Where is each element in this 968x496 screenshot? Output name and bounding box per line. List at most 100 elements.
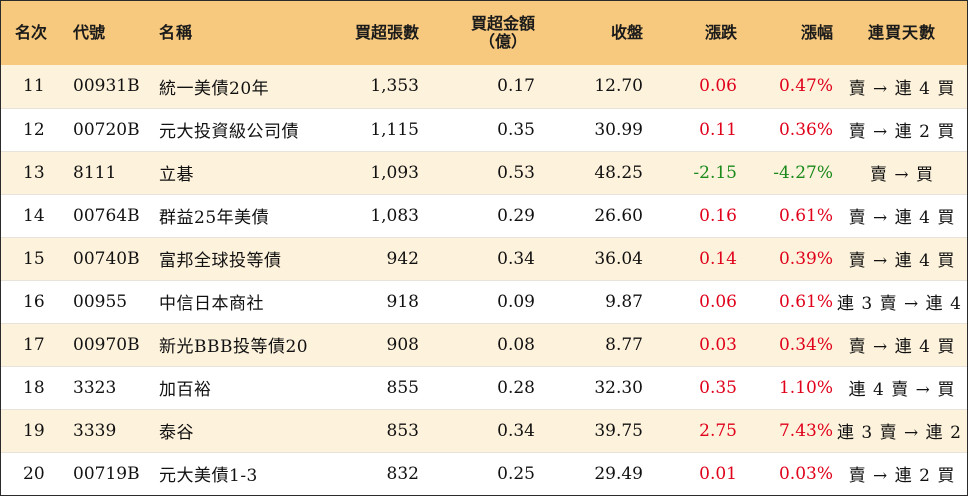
cell-consecutive-buy-days: 賣 → 連 4 買 (837, 236, 967, 280)
cell-rank: 20 (1, 451, 71, 495)
cell-name: 加百裕 (157, 365, 317, 409)
cell-net-buy-volume: 855 (317, 365, 433, 409)
cell-code: 00764B (71, 193, 157, 237)
cell-code: 00719B (71, 451, 157, 495)
cell-rank: 11 (23, 76, 45, 97)
cell-consecutive-buy-days: 賣 → 連 4 買 (837, 322, 967, 366)
cell-close: 32.30 (549, 365, 645, 409)
cell-name: 泰谷 (157, 408, 317, 452)
cell-net-buy-volume: 1,083 (317, 193, 433, 237)
cell-consecutive-buy-days: 連 3 賣 → 連 2 買 (837, 408, 968, 452)
cell-rank: 12 (1, 107, 71, 151)
table-row: 11 00931B 統一美債20年 1,353 0.17 12.70 0.06 … (1, 65, 967, 108)
cell-change-pct: 0.36% (741, 107, 837, 151)
cell-name: 群益25年美債 (157, 193, 317, 237)
cell-net-buy-amount: 0.28 (433, 365, 549, 409)
cell-change-pct: 0.61% (741, 193, 837, 237)
cell-net-buy-amount: 0.17 (497, 76, 535, 97)
cell-close: 39.75 (549, 408, 645, 452)
cell-net-buy-amount: 0.09 (433, 279, 549, 323)
cell-close: 26.60 (549, 193, 645, 237)
cell-net-buy-volume: 918 (317, 279, 433, 323)
cell-name: 新光BBB投等債20 (157, 322, 317, 366)
cell-rank: 18 (1, 365, 71, 409)
cell-name: 統一美債20年 (159, 78, 270, 99)
header-change-pct: 漲幅 (800, 23, 833, 42)
cell-change: 0.03 (645, 322, 741, 366)
cell-net-buy-volume: 1,115 (317, 107, 433, 151)
cell-net-buy-amount: 0.25 (433, 451, 549, 495)
cell-net-buy-volume: 832 (317, 451, 433, 495)
cell-change-pct: 0.34% (741, 322, 837, 366)
table-row: 20 00719B 元大美債1-3 832 0.25 29.49 0.01 0.… (1, 451, 967, 495)
header-net-buy-volume: 買超張數 (354, 23, 419, 42)
header-net-buy-amount-line2: （億） (478, 32, 527, 51)
cell-close: 30.99 (549, 107, 645, 151)
table-row: 14 00764B 群益25年美債 1,083 0.29 26.60 0.16 … (1, 193, 967, 237)
cell-code: 8111 (71, 150, 157, 194)
cell-rank: 15 (1, 236, 71, 280)
cell-net-buy-amount: 0.08 (433, 322, 549, 366)
header-name: 名稱 (159, 23, 194, 42)
cell-change: 0.14 (645, 236, 741, 280)
cell-code: 00720B (71, 107, 157, 151)
cell-rank: 13 (1, 150, 71, 194)
cell-change: 2.75 (645, 408, 741, 452)
cell-change-pct: 0.47% (778, 76, 833, 97)
cell-rank: 17 (1, 322, 71, 366)
cell-name: 中信日本商社 (157, 279, 317, 323)
cell-close: 29.49 (549, 451, 645, 495)
header-net-buy-amount-line1: 買超金額 (470, 14, 535, 33)
cell-consecutive-buy-days: 賣 → 連 2 買 (837, 451, 967, 495)
table-row: 19 3339 泰谷 853 0.34 39.75 2.75 7.43% 連 3… (1, 408, 968, 452)
cell-consecutive-buy-days: 連 3 賣 → 連 4 買 (837, 279, 968, 323)
cell-change: 0.06 (645, 279, 741, 323)
cell-net-buy-amount: 0.34 (433, 236, 549, 280)
cell-change-pct: 7.43% (741, 408, 837, 452)
cell-close: 9.87 (549, 279, 645, 323)
cell-net-buy-amount: 0.53 (433, 150, 549, 194)
cell-net-buy-volume: 1,093 (317, 150, 433, 194)
cell-consecutive-buy-days: 賣 → 連 4 買 (837, 193, 967, 237)
cell-change-pct: 0.39% (741, 236, 837, 280)
cell-name: 立碁 (157, 150, 317, 194)
table-row: 15 00740B 富邦全球投等債 942 0.34 36.04 0.14 0.… (1, 236, 967, 280)
cell-net-buy-amount: 0.29 (433, 193, 549, 237)
cell-rank: 14 (1, 193, 71, 237)
cell-close: 48.25 (549, 150, 645, 194)
cell-code: 3339 (71, 408, 157, 452)
cell-change-pct: 0.03% (741, 451, 837, 495)
cell-consecutive-buy-days: 連 4 賣 → 買 (837, 365, 967, 409)
header-consecutive-buy-days: 連買天數 (867, 23, 936, 42)
cell-change: 0.35 (645, 365, 741, 409)
cell-change: 0.11 (645, 107, 741, 151)
header-rank: 名次 (15, 23, 48, 42)
table-row: 12 00720B 元大投資級公司債 1,115 0.35 30.99 0.11… (1, 107, 967, 151)
cell-name: 元大投資級公司債 (157, 107, 317, 151)
cell-name: 富邦全球投等債 (157, 236, 317, 280)
cell-change: 0.16 (645, 193, 741, 237)
cell-code: 00955 (71, 279, 157, 323)
table-row: 13 8111 立碁 1,093 0.53 48.25 -2.15 -4.27%… (1, 150, 967, 194)
header-net-buy-amount: 買超金額 （億） (433, 1, 549, 65)
cell-rank: 19 (1, 408, 71, 452)
cell-net-buy-volume: 942 (317, 236, 433, 280)
cell-close: 36.04 (549, 236, 645, 280)
cell-change-pct: -4.27% (741, 150, 837, 194)
cell-close: 8.77 (549, 322, 645, 366)
cell-name: 元大美債1-3 (157, 451, 317, 495)
cell-code: 00970B (71, 322, 157, 366)
table-row: 16 00955 中信日本商社 918 0.09 9.87 0.06 0.61%… (1, 279, 968, 323)
header-change: 漲跌 (704, 23, 737, 42)
cell-change: 0.06 (699, 76, 737, 97)
cell-close: 12.70 (594, 76, 643, 97)
table-row: 18 3323 加百裕 855 0.28 32.30 0.35 1.10% 連 … (1, 365, 967, 409)
cell-net-buy-volume: 1,353 (370, 76, 419, 97)
header-row: 名次 代號 名稱 買超張數 買超金額 （億） 收盤 漲跌 漲幅 連買天數 (1, 1, 967, 65)
cell-change: -2.15 (645, 150, 741, 194)
cell-change-pct: 1.10% (741, 365, 837, 409)
cell-code: 00931B (73, 76, 140, 97)
cell-code: 00740B (71, 236, 157, 280)
header-code: 代號 (73, 23, 106, 42)
